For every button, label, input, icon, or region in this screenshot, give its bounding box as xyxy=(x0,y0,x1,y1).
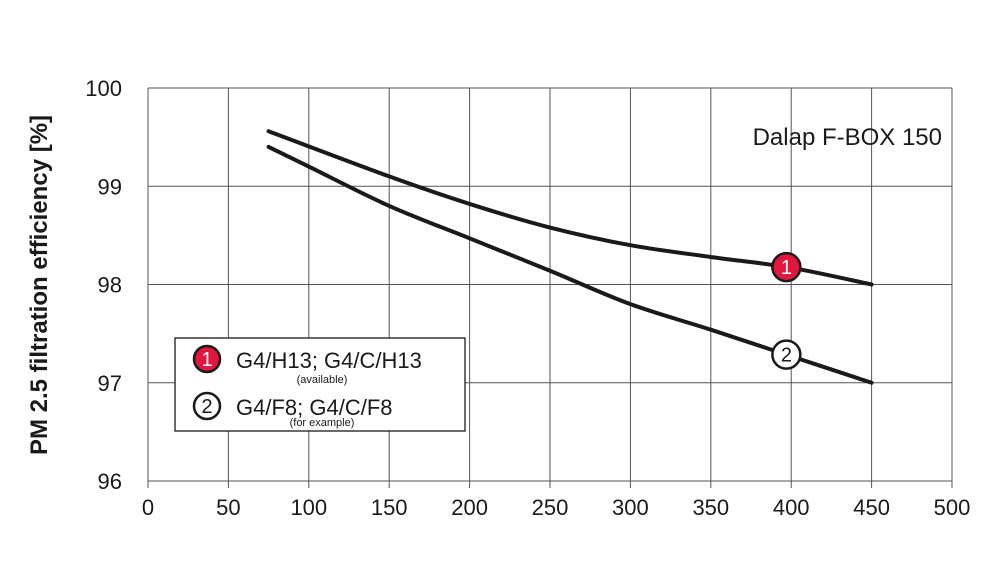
axes: 0 50 100 150 200 250 300 350 400 450 500 96 97 98 99 10… xyxy=(85,76,970,520)
y-tick-label: 97 xyxy=(98,371,122,396)
x-tick-label: 250 xyxy=(532,495,569,520)
x-tick-label: 350 xyxy=(692,495,729,520)
legend-label-1: G4/H13; G4/C/H13 xyxy=(236,348,422,373)
series-markers: 12 xyxy=(771,251,802,370)
series-marker-label-2: 2 xyxy=(781,345,792,367)
legend-note-2: (for example) xyxy=(290,417,355,429)
x-tick-label: 400 xyxy=(773,495,810,520)
chart-title: Dalap F-BOX 150 xyxy=(753,124,942,151)
x-tick-label: 150 xyxy=(371,495,408,520)
legend-box xyxy=(174,337,466,432)
x-tick-label: 450 xyxy=(853,495,890,520)
series-line-2 xyxy=(266,144,874,385)
x-tick-label: 500 xyxy=(934,495,971,520)
x-tick-label: 300 xyxy=(612,495,649,520)
series-marker-2 xyxy=(771,339,802,370)
x-tick-label: 0 xyxy=(142,495,154,520)
legend-marker-number-2: 2 xyxy=(201,396,212,418)
legend-marker-2 xyxy=(192,391,222,421)
x-tick-label: 200 xyxy=(451,495,488,520)
legend: 1 G4/H13; G4/C/H13(available) 2 G4/F8; G4/C… xyxy=(174,337,466,432)
series-marker-1 xyxy=(771,251,802,283)
legend-marker-number-1: 1 xyxy=(201,349,212,371)
legend-label-2: G4/F8; G4/C/F8 xyxy=(236,395,393,420)
y-tick-label: 100 xyxy=(85,76,122,101)
y-axis-label: PM 2.5 filtration efficiency [%] xyxy=(26,115,53,455)
series-marker-label-1: 1 xyxy=(781,257,792,279)
legend-marker-1 xyxy=(192,344,222,374)
x-tick-label: 100 xyxy=(290,495,327,520)
y-tick-label: 96 xyxy=(98,469,122,494)
y-tick-label: 98 xyxy=(98,273,122,298)
x-tick-label: 50 xyxy=(216,495,240,520)
legend-note-1: (available) xyxy=(297,374,348,386)
y-tick-label: 99 xyxy=(98,174,122,199)
grid xyxy=(147,87,953,482)
